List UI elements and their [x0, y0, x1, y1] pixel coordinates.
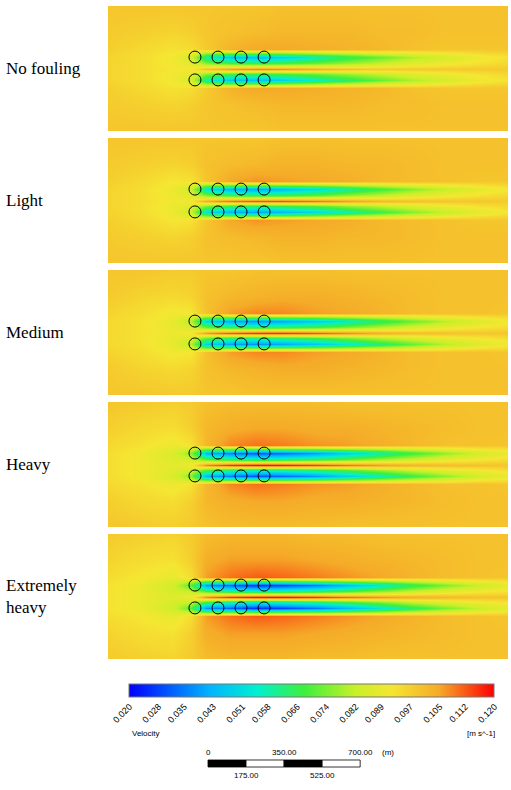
svg-text:0.028: 0.028	[140, 702, 163, 725]
svg-text:Light: Light	[6, 191, 43, 210]
svg-text:0.058: 0.058	[250, 702, 273, 725]
svg-text:350.00: 350.00	[272, 748, 297, 757]
svg-text:175.00: 175.00	[234, 771, 259, 780]
svg-text:Velocity: Velocity	[132, 729, 160, 738]
svg-text:0.020: 0.020	[111, 702, 134, 725]
svg-text:0: 0	[206, 748, 211, 757]
svg-text:Medium: Medium	[6, 323, 64, 342]
svg-text:(m): (m)	[382, 748, 394, 757]
svg-text:0.120: 0.120	[476, 702, 499, 725]
svg-text:0.089: 0.089	[363, 702, 386, 725]
svg-text:0.097: 0.097	[392, 702, 415, 725]
svg-text:0.112: 0.112	[447, 702, 470, 725]
svg-text:0.043: 0.043	[195, 702, 218, 725]
svg-text:Extremelyheavy: Extremelyheavy	[6, 576, 77, 617]
svg-text:700.00: 700.00	[348, 748, 373, 757]
svg-text:[m s^-1]: [m s^-1]	[467, 729, 495, 738]
svg-text:0.082: 0.082	[337, 702, 360, 725]
svg-text:No fouling: No fouling	[6, 59, 81, 78]
svg-text:525.00: 525.00	[310, 771, 335, 780]
svg-text:0.066: 0.066	[279, 702, 302, 725]
svg-text:0.051: 0.051	[224, 702, 247, 725]
svg-text:Heavy: Heavy	[6, 455, 51, 474]
svg-text:0.035: 0.035	[166, 702, 189, 725]
svg-text:0.105: 0.105	[421, 702, 444, 725]
svg-text:0.074: 0.074	[308, 702, 331, 725]
